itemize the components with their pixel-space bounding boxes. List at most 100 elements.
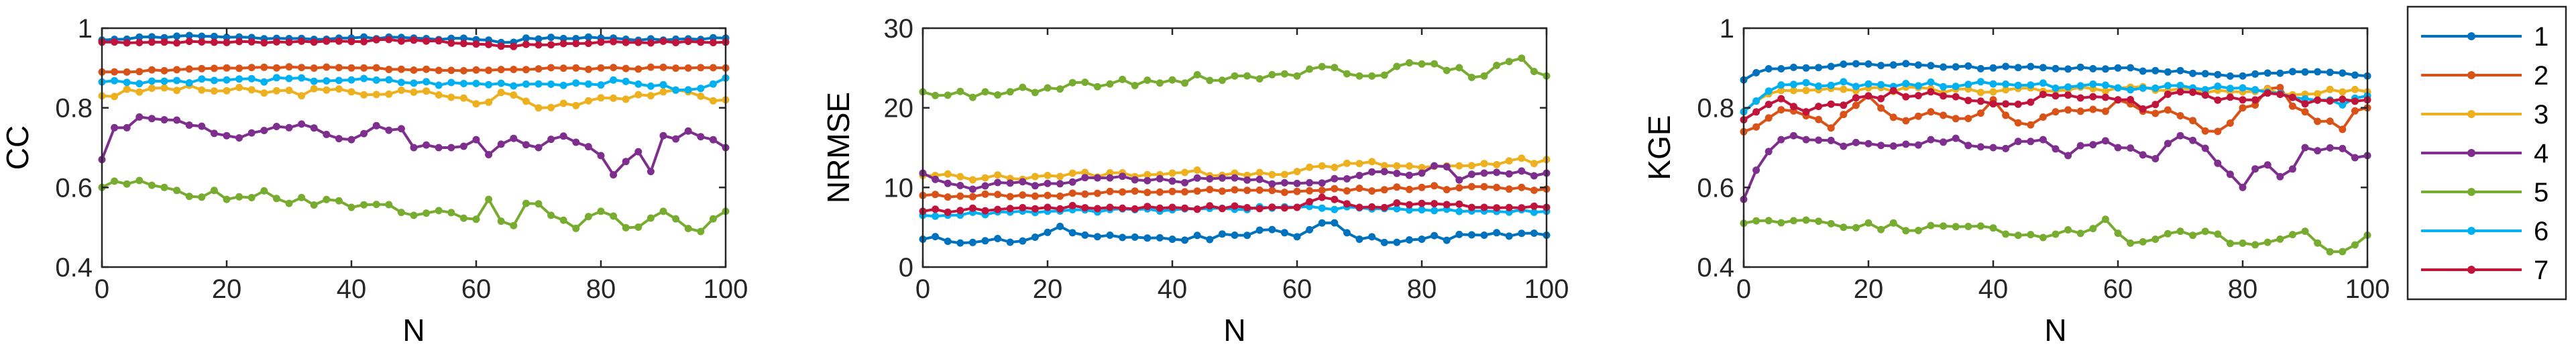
data-point [160, 183, 168, 191]
data-point [522, 199, 530, 207]
x-tick-label: 60 [461, 274, 492, 304]
data-point [1331, 195, 1339, 203]
data-point [347, 203, 355, 211]
chart-nrmse: 0 20 40 60 80 100 0 10 20 30 N NRMSE [821, 14, 1569, 348]
x-tick-label: 100 [2345, 274, 2390, 304]
data-point [2064, 152, 2072, 160]
data-point [2301, 227, 2309, 236]
data-point [559, 34, 567, 42]
data-point [1331, 174, 1339, 183]
data-point [1877, 142, 1885, 150]
data-point [435, 81, 443, 89]
data-point [160, 38, 168, 46]
data-point [547, 34, 555, 42]
legend-marker [2467, 227, 2475, 235]
data-point [1889, 219, 1897, 227]
data-point [1927, 108, 1935, 116]
data-point [485, 151, 493, 158]
data-point [2351, 97, 2359, 105]
data-point [1976, 78, 1984, 86]
data-point [1467, 231, 1475, 239]
data-point [981, 190, 989, 198]
data-point [1255, 168, 1264, 176]
data-point [1268, 187, 1276, 195]
data-point [1181, 168, 1189, 176]
data-point [1206, 76, 1214, 85]
data-point [111, 93, 119, 101]
data-point [2151, 66, 2160, 74]
data-point [968, 176, 976, 184]
data-point [1940, 138, 1948, 146]
data-point [2114, 96, 2122, 104]
axes-box [921, 27, 1548, 268]
data-point [472, 100, 480, 108]
data-point [397, 125, 405, 133]
data-point [1989, 100, 1997, 108]
y-tick-label: 0.8 [55, 94, 93, 123]
data-point [1006, 88, 1014, 96]
data-point [198, 38, 206, 46]
data-point [185, 193, 193, 201]
data-point [347, 64, 355, 72]
data-point [981, 174, 989, 182]
data-point [684, 38, 692, 46]
data-point [310, 77, 318, 85]
data-point [547, 103, 555, 111]
x-tick-label: 100 [704, 274, 748, 304]
data-point [2201, 127, 2209, 135]
data-point [535, 104, 543, 112]
x-tick-label: 40 [1158, 274, 1188, 304]
data-point [1243, 72, 1251, 80]
data-point [123, 39, 131, 47]
data-point [497, 140, 505, 148]
data-point [1964, 97, 1972, 105]
data-point [185, 32, 193, 40]
data-point [298, 64, 306, 72]
data-point [535, 144, 543, 152]
data-point [572, 40, 580, 48]
data-point [1852, 223, 1860, 232]
data-point [2226, 119, 2234, 127]
data-point [1306, 65, 1314, 73]
data-point [956, 192, 964, 200]
data-point [1006, 193, 1014, 201]
data-point [1777, 95, 1785, 103]
data-point [2276, 69, 2284, 77]
data-point [235, 83, 243, 91]
data-point [2027, 121, 2035, 129]
data-point [1218, 174, 1226, 182]
data-point [559, 132, 567, 140]
data-point [1418, 60, 1426, 68]
data-point [1940, 63, 1948, 71]
data-point [1964, 81, 1972, 89]
data-point [2251, 96, 2259, 104]
data-point [2351, 71, 2359, 79]
data-point [1293, 179, 1301, 187]
data-point [323, 130, 331, 138]
data-point [956, 172, 964, 181]
data-point [547, 81, 555, 88]
data-point [1802, 64, 1810, 72]
data-point [1889, 87, 1897, 95]
data-point [2114, 229, 2122, 238]
data-point [535, 80, 543, 88]
data-point [1852, 60, 1860, 68]
data-point [298, 193, 306, 201]
data-point [497, 66, 505, 74]
data-point [272, 64, 280, 72]
data-point [535, 200, 543, 208]
data-point [1131, 205, 1139, 213]
data-point [472, 66, 480, 74]
data-point [1106, 187, 1114, 195]
data-point [672, 64, 680, 72]
data-point [968, 204, 976, 212]
data-point [148, 66, 156, 74]
data-point [597, 64, 605, 72]
data-point [1976, 109, 1984, 117]
data-point [1927, 221, 1935, 229]
data-point [173, 39, 181, 47]
data-point [410, 66, 418, 74]
data-point [1255, 75, 1264, 83]
data-point [522, 97, 530, 105]
data-point [1927, 136, 1935, 144]
